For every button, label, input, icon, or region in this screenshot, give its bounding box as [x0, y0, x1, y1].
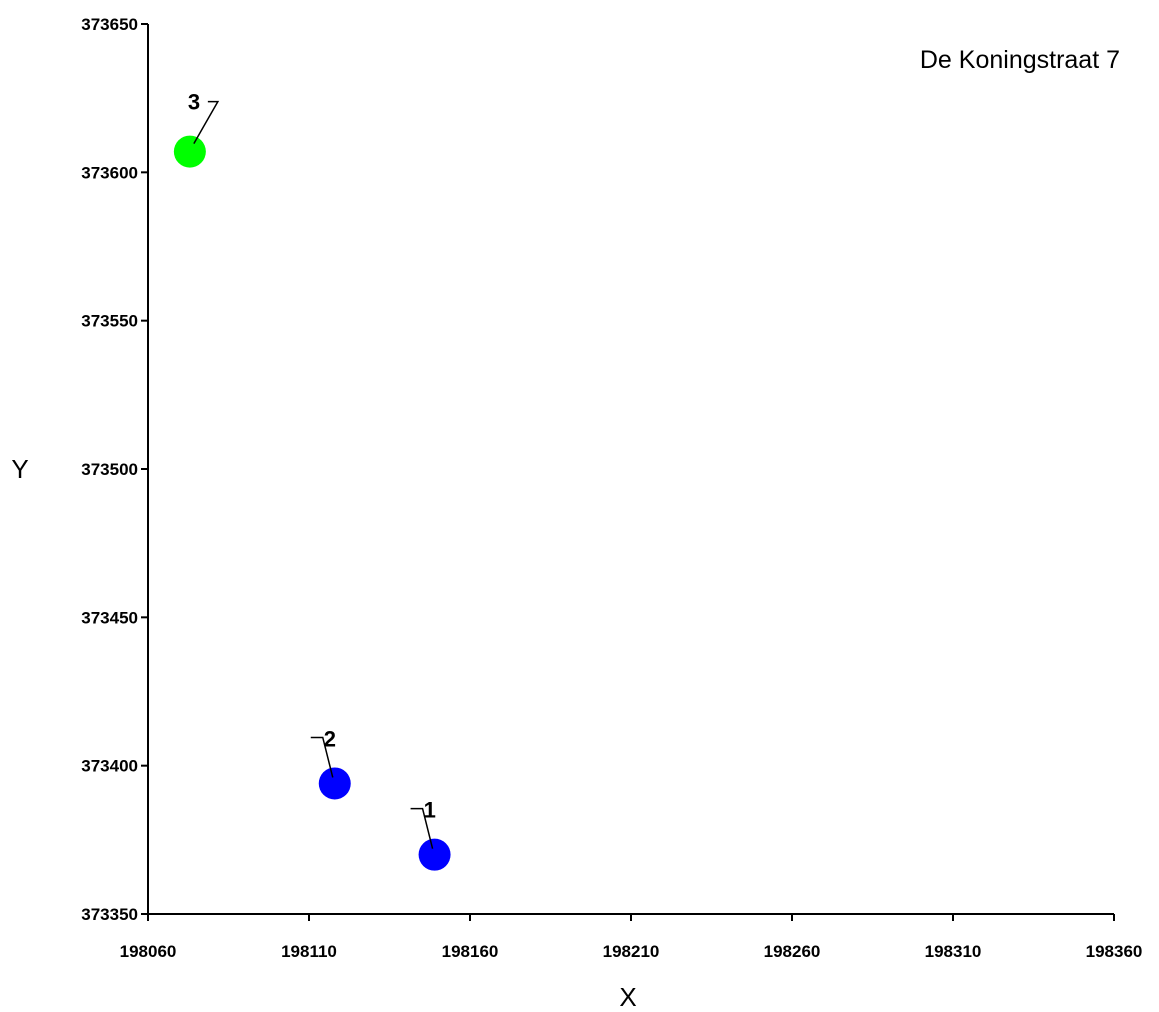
y-axis-ticks: 373350 373400 373450 373500 373550 373600 3736… — [81, 15, 148, 924]
data-point — [174, 136, 206, 168]
x-tick-label: 198060 — [120, 942, 177, 961]
y-tick-label: 373350 — [81, 905, 138, 924]
y-tick-label: 373550 — [81, 312, 138, 331]
x-tick-label: 198110 — [281, 942, 337, 961]
point-label: 3 — [188, 90, 200, 115]
x-tick-label: 198160 — [442, 942, 499, 961]
plot-area: 373350 373400 373450 373500 373550 373600 3736… — [81, 15, 1142, 961]
x-axis-ticks: 198060 198110 198160 198210 198260 198310 1983… — [120, 914, 1143, 961]
x-tick-label: 198310 — [925, 942, 982, 961]
x-tick-label: 198260 — [764, 942, 821, 961]
data-point — [319, 767, 351, 799]
point-label: 1 — [424, 798, 436, 823]
x-tick-label: 198360 — [1086, 942, 1143, 961]
y-tick-label: 373500 — [81, 460, 138, 479]
y-axis-title: Y — [11, 454, 28, 484]
y-tick-label: 373600 — [81, 163, 138, 182]
y-tick-label: 373450 — [81, 608, 138, 627]
data-point — [419, 839, 451, 871]
y-tick-label: 373650 — [81, 15, 138, 34]
point-label: 2 — [324, 726, 336, 751]
y-tick-label: 373400 — [81, 757, 138, 776]
x-axis-title: X — [619, 982, 636, 1012]
x-tick-label: 198210 — [603, 942, 660, 961]
chart-title: De Koningstraat 7 — [920, 46, 1120, 74]
data-points: 1 2 3 — [174, 90, 451, 871]
